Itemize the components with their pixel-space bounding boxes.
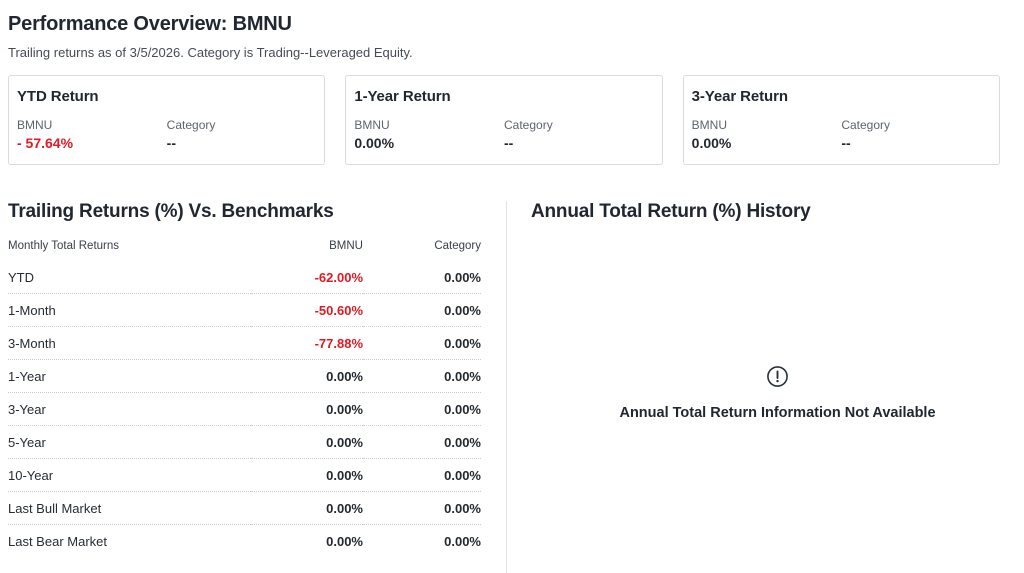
bmnu-value: 0.00% bbox=[326, 534, 363, 549]
card-metrics: BMNU 0.00% Category -- bbox=[692, 118, 991, 151]
category-value: 0.00% bbox=[363, 326, 481, 360]
empty-state-message: Annual Total Return Information Not Avai… bbox=[619, 405, 936, 421]
empty-state: Annual Total Return Information Not Avai… bbox=[531, 223, 1024, 573]
fund-metric: BMNU - 57.64% bbox=[17, 118, 167, 151]
row-label: 1-Year bbox=[8, 359, 251, 393]
table-row: 3-Month -77.88% 0.00% bbox=[8, 326, 481, 360]
category-label: Category bbox=[504, 118, 553, 132]
bmnu-value: -77.88% bbox=[251, 326, 363, 360]
row-label: 5-Year bbox=[8, 425, 251, 459]
bmnu-value: 0.00% bbox=[251, 392, 363, 426]
row-label: 1-Month bbox=[8, 293, 251, 327]
fund-label: BMNU bbox=[354, 118, 390, 132]
bmnu-value: 0.00% bbox=[251, 491, 363, 525]
fund-value: 0.00% bbox=[691, 135, 732, 151]
category-value: 0.00% bbox=[363, 458, 481, 492]
bmnu-value: -62.00% bbox=[251, 261, 363, 294]
fund-metric: BMNU 0.00% bbox=[354, 118, 504, 151]
category-label: Category bbox=[166, 118, 216, 132]
category-value: -- bbox=[504, 135, 514, 151]
row-label: 3-Year bbox=[8, 392, 251, 426]
row-label: Last Bear Market bbox=[8, 534, 107, 549]
card-title: 3-Year Return bbox=[691, 88, 788, 105]
category-value: 0.00% bbox=[363, 293, 481, 327]
fund-label: BMNU bbox=[691, 118, 727, 132]
page-title: Performance Overview: BMNU bbox=[8, 13, 292, 35]
summary-card-1-year-return: 1-Year Return BMNU 0.00% Category -- bbox=[345, 75, 663, 165]
table-row: 3-Year 0.00% 0.00% bbox=[8, 392, 481, 426]
summary-cards: YTD Return BMNU - 57.64% Category -- 1-Y… bbox=[8, 75, 1000, 165]
table-row: Last Bull Market 0.00% 0.00% bbox=[8, 491, 481, 525]
trailing-returns-section: Trailing Returns (%) Vs. Benchmarks Mont… bbox=[8, 201, 506, 573]
column-header-label: Monthly Total Returns bbox=[8, 240, 120, 252]
summary-card-ytd-return: YTD Return BMNU - 57.64% Category -- bbox=[8, 75, 326, 165]
category-value: 0.00% bbox=[363, 359, 481, 393]
row-label: Last Bull Market bbox=[8, 491, 251, 525]
table-row: 5-Year 0.00% 0.00% bbox=[8, 425, 481, 459]
summary-card-3-year-return: 3-Year Return BMNU 0.00% Category -- bbox=[682, 75, 1000, 165]
category-value: 0.00% bbox=[363, 491, 481, 525]
trailing-returns-table: Monthly Total Returns BMNU Category YTD … bbox=[8, 236, 481, 557]
alert-circle-icon bbox=[766, 365, 789, 388]
table-header-row: Monthly Total Returns BMNU Category bbox=[8, 236, 481, 261]
category-value: 0.00% bbox=[444, 534, 481, 549]
bmnu-value: -50.60% bbox=[251, 293, 363, 327]
category-metric: Category -- bbox=[167, 118, 317, 151]
category-value: 0.00% bbox=[363, 425, 481, 459]
table-row: 1-Month -50.60% 0.00% bbox=[8, 293, 481, 327]
category-metric: Category -- bbox=[841, 118, 991, 151]
page-subtitle: Trailing returns as of 3/5/2026. Categor… bbox=[8, 45, 413, 60]
category-metric: Category -- bbox=[504, 118, 654, 151]
main-content: Trailing Returns (%) Vs. Benchmarks Mont… bbox=[8, 201, 1024, 573]
row-label: 3-Month bbox=[8, 326, 251, 360]
page-header: Performance Overview: BMNU Trailing retu… bbox=[8, 13, 1024, 60]
fund-label: BMNU bbox=[17, 118, 53, 132]
fund-value: - 57.64% bbox=[17, 135, 74, 151]
column-header-bmnu: BMNU bbox=[329, 240, 363, 252]
annual-history-section: Annual Total Return (%) History Annual T… bbox=[506, 201, 1024, 573]
annual-history-heading: Annual Total Return (%) History bbox=[531, 201, 811, 222]
category-label: Category bbox=[841, 118, 891, 132]
category-value: -- bbox=[166, 135, 176, 151]
bmnu-value: 0.00% bbox=[251, 359, 363, 393]
card-metrics: BMNU - 57.64% Category -- bbox=[17, 118, 316, 151]
trailing-returns-heading: Trailing Returns (%) Vs. Benchmarks bbox=[8, 201, 334, 222]
card-metrics: BMNU 0.00% Category -- bbox=[354, 118, 653, 151]
bmnu-value: 0.00% bbox=[251, 458, 363, 492]
category-value: 0.00% bbox=[363, 392, 481, 426]
category-value: 0.00% bbox=[363, 261, 481, 294]
row-label: 10-Year bbox=[8, 458, 251, 492]
column-header-category: Category bbox=[434, 240, 481, 252]
bmnu-value: 0.00% bbox=[251, 425, 363, 459]
card-title: YTD Return bbox=[17, 88, 99, 105]
table-row: 1-Year 0.00% 0.00% bbox=[8, 359, 481, 393]
category-value: -- bbox=[841, 135, 851, 151]
table-row: 10-Year 0.00% 0.00% bbox=[8, 458, 481, 492]
row-label: YTD bbox=[8, 261, 251, 294]
fund-metric: BMNU 0.00% bbox=[692, 118, 842, 151]
fund-value: 0.00% bbox=[354, 135, 395, 151]
card-title: 1-Year Return bbox=[354, 88, 451, 105]
table-row: Last Bear Market 0.00% 0.00% bbox=[8, 525, 481, 558]
table-row: YTD -62.00% 0.00% bbox=[8, 261, 481, 294]
